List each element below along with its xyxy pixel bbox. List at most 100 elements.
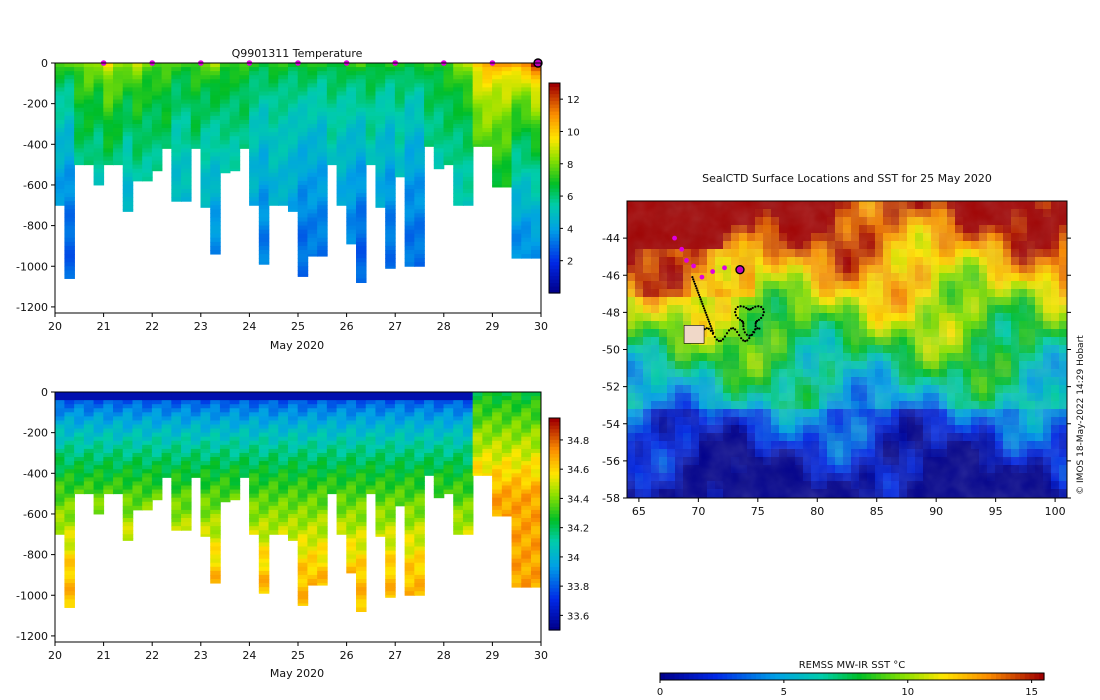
salinity-cell bbox=[472, 469, 484, 474]
colorbar-segment bbox=[549, 226, 560, 231]
salinity-cell bbox=[453, 432, 464, 438]
temperature-cell bbox=[161, 140, 173, 145]
temperature-cell bbox=[317, 168, 328, 174]
salinity-cell bbox=[181, 461, 192, 466]
salinity-cell bbox=[492, 465, 503, 470]
salinity-cell bbox=[521, 440, 532, 446]
salinity-cell bbox=[93, 396, 105, 401]
salinity-cell bbox=[258, 469, 270, 474]
salinity-cell bbox=[385, 465, 396, 470]
temperature-cell bbox=[307, 156, 318, 162]
temperature-cell bbox=[375, 107, 386, 113]
temperature-cell bbox=[200, 71, 212, 76]
salinity-cell bbox=[307, 481, 318, 486]
salinity-cell bbox=[521, 530, 532, 535]
temperature-cell bbox=[453, 87, 464, 92]
temperature-cell bbox=[521, 249, 532, 255]
temperature-cell bbox=[462, 132, 474, 137]
salinity-cell bbox=[113, 396, 124, 401]
salinity-cell bbox=[297, 578, 309, 584]
temperature-cell bbox=[365, 160, 377, 166]
temperature-cell bbox=[492, 148, 503, 153]
salinity-cell bbox=[287, 448, 299, 454]
temperature-cell bbox=[74, 75, 85, 80]
salinity-cell bbox=[219, 396, 231, 401]
salinity-cell bbox=[258, 518, 270, 523]
salinity-cell bbox=[181, 473, 192, 478]
salinity-cell bbox=[122, 493, 134, 499]
temperature-cell bbox=[462, 87, 474, 92]
temperature-cell bbox=[219, 156, 231, 162]
salinity-cell bbox=[356, 607, 367, 613]
salinity-cell bbox=[74, 444, 85, 450]
temperature-cell bbox=[317, 83, 328, 88]
temperature-cell bbox=[287, 75, 299, 80]
salinity-cell bbox=[287, 420, 299, 426]
salinity-cell bbox=[64, 461, 75, 466]
salinity-cell bbox=[151, 408, 163, 413]
temperature-cell bbox=[103, 103, 114, 109]
salinity-cell bbox=[356, 505, 367, 511]
salinity-cell bbox=[210, 457, 221, 462]
salinity-cell bbox=[375, 432, 386, 438]
colorbar-tick-label: 6 bbox=[567, 192, 573, 203]
temperature-cell bbox=[336, 180, 348, 186]
salinity-cell bbox=[278, 465, 289, 470]
temperature-cell bbox=[64, 254, 75, 259]
colorbar-segment bbox=[549, 233, 560, 238]
salinity-cell bbox=[113, 420, 124, 426]
temperature-cell bbox=[64, 225, 75, 231]
salinity-cell bbox=[249, 526, 260, 531]
temperature-cell bbox=[414, 144, 425, 149]
salinity-cell bbox=[249, 440, 260, 446]
temperature-cell bbox=[414, 123, 425, 129]
temperature-cell bbox=[151, 119, 163, 125]
salinity-cell bbox=[249, 481, 260, 486]
salinity-cell bbox=[462, 432, 474, 438]
temperature-cell bbox=[433, 156, 445, 162]
salinity-cell bbox=[462, 448, 474, 454]
temperature-cell bbox=[375, 156, 386, 162]
salinity-cell bbox=[414, 448, 425, 454]
temperature-cell bbox=[385, 205, 396, 210]
salinity-cell bbox=[317, 412, 328, 417]
salinity-cell bbox=[122, 416, 134, 421]
temperature-cell bbox=[229, 144, 241, 149]
salinity-cell bbox=[268, 518, 280, 523]
salinity-cell bbox=[336, 469, 348, 474]
salinity-cell bbox=[317, 554, 328, 560]
temperature-cell bbox=[317, 229, 328, 235]
salinity-cell bbox=[443, 420, 455, 426]
temperature-cell bbox=[258, 233, 270, 239]
temperature-cell bbox=[356, 168, 367, 174]
temperature-cell bbox=[210, 107, 221, 113]
temperature-cell bbox=[219, 75, 231, 80]
salinity-cell bbox=[151, 469, 163, 474]
salinity-cell bbox=[462, 497, 474, 503]
temperature-cell bbox=[501, 119, 513, 125]
temperature-cell bbox=[132, 83, 143, 88]
salinity-cell bbox=[171, 505, 182, 511]
temperature-cell bbox=[151, 136, 163, 141]
salinity-cell bbox=[404, 428, 416, 434]
salinity-cell bbox=[433, 396, 445, 401]
salinity-cell bbox=[530, 469, 541, 474]
salinity-cell bbox=[190, 469, 202, 474]
temperature-cell bbox=[249, 144, 260, 149]
salinity-cell bbox=[443, 436, 455, 442]
temperature-cell bbox=[268, 180, 280, 186]
temperature-cell bbox=[385, 258, 396, 263]
temperature-cell bbox=[453, 79, 464, 84]
temperature-cell bbox=[64, 189, 75, 194]
temperature-cell bbox=[142, 140, 153, 145]
salinity-cell bbox=[433, 436, 445, 442]
salinity-cell bbox=[530, 424, 541, 430]
salinity-cell bbox=[93, 440, 105, 446]
colorbar-segment bbox=[549, 460, 560, 465]
temperature-cell bbox=[443, 67, 455, 72]
salinity-cell bbox=[511, 530, 523, 535]
temperature-cell bbox=[443, 87, 455, 92]
salinity-cell bbox=[530, 526, 541, 531]
salinity-cell bbox=[74, 412, 85, 417]
temperature-x-axis: 20 21 22 23 24 25 26 27 28 29 30 bbox=[48, 313, 548, 333]
